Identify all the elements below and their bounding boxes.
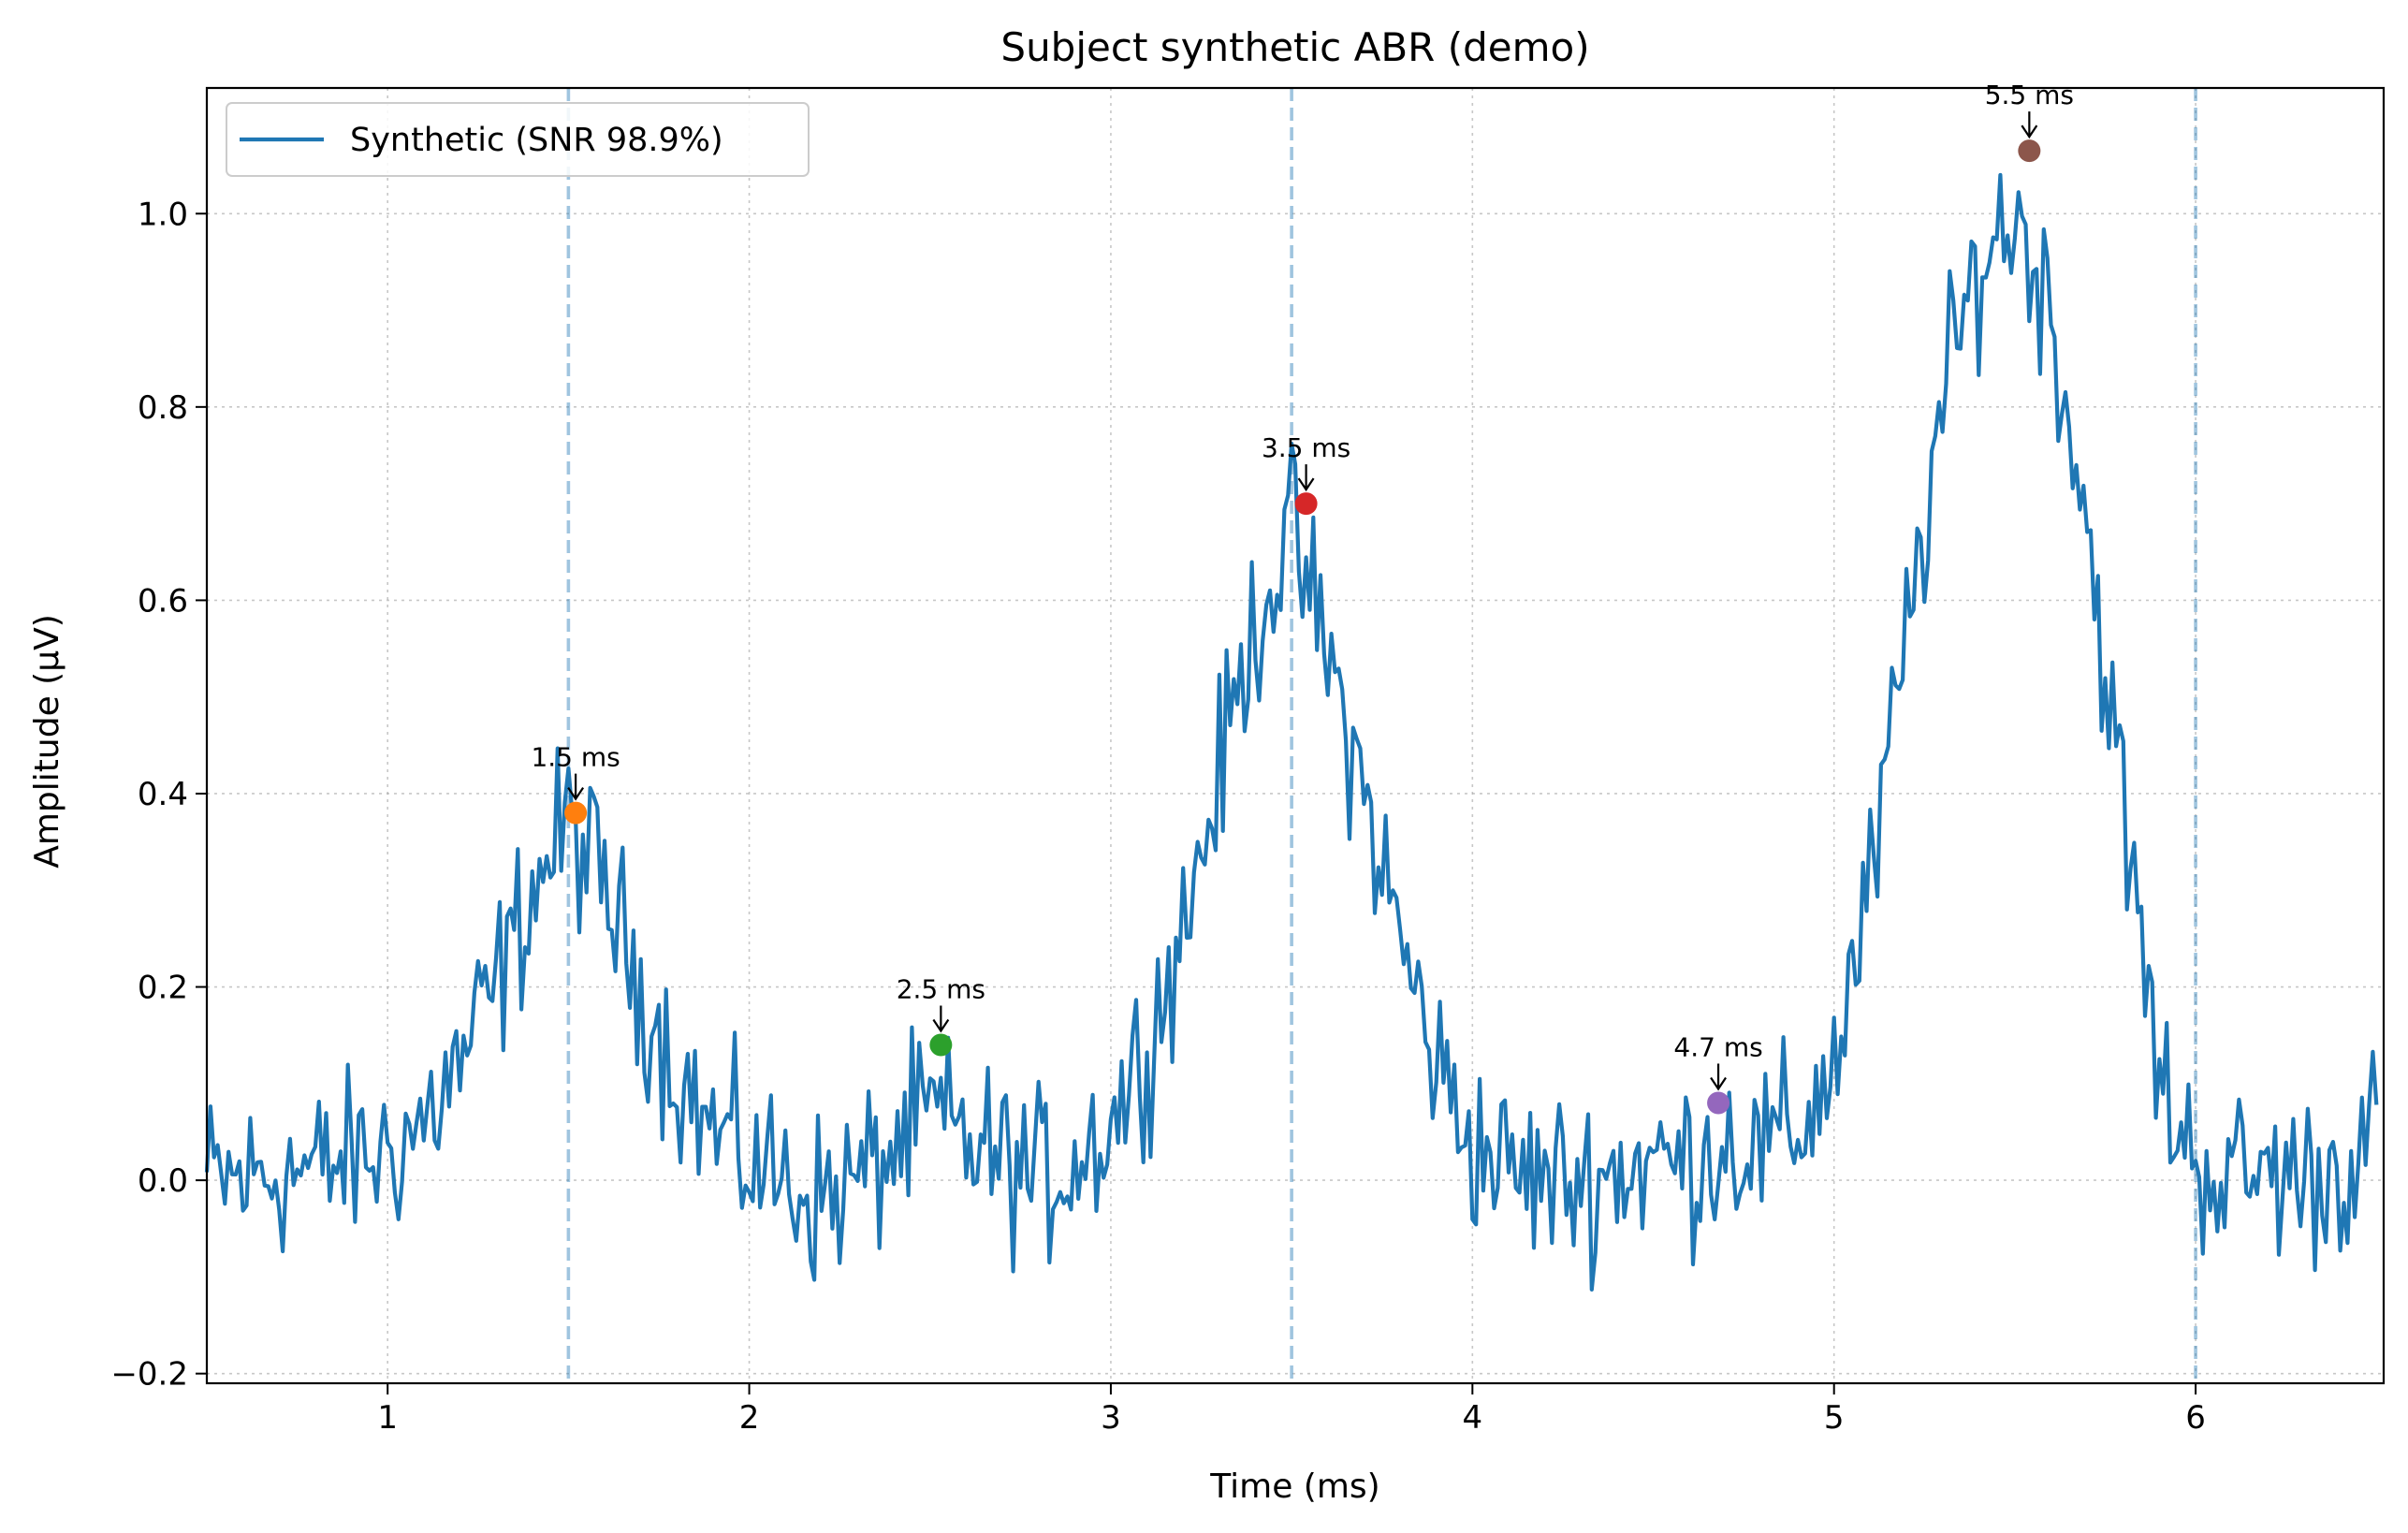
legend: Synthetic (SNR 98.9%) <box>226 102 810 177</box>
y-tick-label: 0.0 <box>138 1162 188 1200</box>
y-tick-label: 0.6 <box>138 582 188 620</box>
x-tick-label: 1 <box>377 1399 398 1437</box>
legend-entry: Synthetic (SNR 98.9%) <box>350 122 723 159</box>
x-tick-label: 6 <box>2185 1399 2206 1437</box>
peak-marker <box>1294 492 1318 516</box>
y-axis-label: Amplitude (μV) <box>28 614 66 869</box>
peak-label: 2.5 ms <box>897 974 985 1005</box>
peak-arrow-head <box>567 787 585 801</box>
peak-arrow-head <box>1710 1076 1727 1091</box>
peak-arrow-head <box>932 1018 950 1033</box>
peak-marker <box>1707 1091 1730 1115</box>
series-line <box>204 172 2379 1292</box>
y-tick-label: 0.8 <box>138 389 188 427</box>
x-axis-label: Time (ms) <box>1209 1467 1379 1506</box>
peak-label: 4.7 ms <box>1673 1031 1762 1062</box>
y-axis-ticks: −0.2 0.0 0.2 0.4 0.6 0.8 1.0 <box>110 196 207 1394</box>
y-tick-label: 0.2 <box>138 970 188 1007</box>
x-tick-label: 2 <box>739 1399 760 1437</box>
peak-arrow-head <box>2021 124 2038 139</box>
plot-area <box>204 172 2379 1292</box>
axes-frame <box>205 86 2386 1385</box>
x-tick-label: 3 <box>1101 1399 1121 1437</box>
y-tick-label: 0.4 <box>138 776 188 813</box>
peak-marker <box>2018 139 2041 163</box>
x-tick-label: 5 <box>1824 1399 1845 1437</box>
y-tick-label: −0.2 <box>110 1356 188 1394</box>
peak-marker <box>564 801 588 825</box>
peak-label: 5.5 ms <box>1985 80 2074 110</box>
peak-marker <box>929 1033 953 1057</box>
x-tick-label: 4 <box>1463 1399 1483 1437</box>
peak-label: 3.5 ms <box>1262 432 1350 463</box>
y-tick-label: 1.0 <box>138 196 188 233</box>
peak-arrow-head <box>1297 477 1315 492</box>
chart-title: Subject synthetic ABR (demo) <box>1000 24 1589 70</box>
x-axis-ticks: 1 2 3 4 5 6 <box>377 1383 2206 1437</box>
peak-markers: 1.5 ms 2.5 ms 3.5 ms 4.7 ms 5.5 ms <box>531 80 2074 1115</box>
legend-box <box>226 102 810 177</box>
peak-label: 1.5 ms <box>531 742 620 773</box>
